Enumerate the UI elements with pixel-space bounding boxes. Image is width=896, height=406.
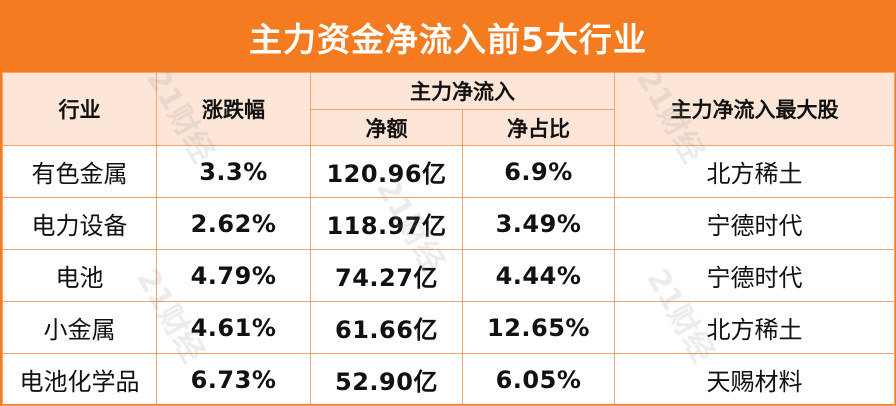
table-title: 主力资金净流入前5大行业: [2, 2, 894, 72]
cell-net-ratio: 6.9%: [462, 145, 615, 198]
industry-inflow-table: 行业 涨跌幅 主力净流入 主力净流入最大股 净额 净占比 有色金属 3.3% 1…: [2, 72, 895, 406]
header-change: 涨跌幅: [156, 72, 311, 146]
cell-net-ratio: 3.49%: [462, 197, 615, 250]
header-top-stock: 主力净流入最大股: [614, 72, 895, 146]
cell-top-stock: 宁德时代: [614, 249, 895, 302]
cell-net-amount: 74.27亿: [310, 249, 463, 302]
cell-change: 4.61%: [156, 301, 311, 354]
table-row: 有色金属 3.3% 120.96亿 6.9% 北方稀土: [2, 145, 895, 198]
cell-change: 6.73%: [156, 353, 311, 406]
header-industry: 行业: [2, 72, 157, 146]
cell-net-amount: 52.90亿: [310, 353, 463, 406]
cell-industry: 电池化学品: [2, 353, 157, 406]
cell-industry: 小金属: [2, 301, 157, 354]
cell-net-amount: 118.97亿: [310, 197, 463, 250]
cell-net-ratio: 6.05%: [462, 353, 615, 406]
cell-change: 2.62%: [156, 197, 311, 250]
cell-top-stock: 天赐材料: [614, 353, 895, 406]
header-main-inflow: 主力净流入: [310, 72, 615, 110]
cell-change: 4.79%: [156, 249, 311, 302]
table-row: 电池化学品 6.73% 52.90亿 6.05% 天赐材料: [2, 353, 895, 406]
cell-net-amount: 61.66亿: [310, 301, 463, 354]
header-net-amount: 净额: [310, 109, 463, 146]
cell-change: 3.3%: [156, 145, 311, 198]
cell-net-amount: 120.96亿: [310, 145, 463, 198]
cell-top-stock: 北方稀土: [614, 301, 895, 354]
cell-top-stock: 宁德时代: [614, 197, 895, 250]
cell-industry: 有色金属: [2, 145, 157, 198]
cell-industry: 电力设备: [2, 197, 157, 250]
table-row: 小金属 4.61% 61.66亿 12.65% 北方稀土: [2, 301, 895, 354]
cell-industry: 电池: [2, 249, 157, 302]
cell-net-ratio: 12.65%: [462, 301, 615, 354]
table-row: 电池 4.79% 74.27亿 4.44% 宁德时代: [2, 249, 895, 302]
cell-net-ratio: 4.44%: [462, 249, 615, 302]
header-net-ratio: 净占比: [462, 109, 615, 146]
table-row: 电力设备 2.62% 118.97亿 3.49% 宁德时代: [2, 197, 895, 250]
cell-top-stock: 北方稀土: [614, 145, 895, 198]
